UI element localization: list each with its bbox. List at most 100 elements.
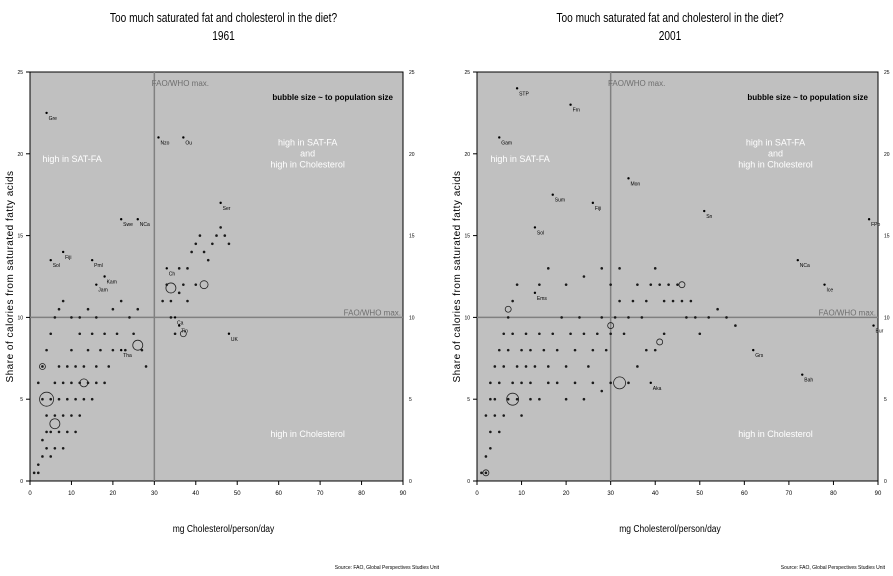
- data-point: [582, 397, 586, 401]
- data-point: [61, 299, 65, 303]
- data-point: [582, 275, 586, 278]
- data-point: [53, 414, 57, 417]
- y-tick-label-right: 25: [884, 70, 890, 76]
- point-label: Sol: [53, 263, 60, 269]
- y-tick-label-right: 0: [884, 479, 887, 485]
- data-point: [618, 267, 621, 270]
- data-point: [41, 438, 44, 442]
- data-point: [198, 234, 202, 237]
- x-tick-label: 50: [696, 491, 703, 497]
- y-tick-label-right: 0: [409, 479, 412, 485]
- data-point: [90, 397, 94, 401]
- point-label: NCa: [140, 222, 150, 228]
- point-label: Sol: [537, 230, 544, 236]
- labeled-data-point: [703, 209, 706, 213]
- y-tick-label: 20: [464, 152, 470, 158]
- data-point: [627, 381, 630, 385]
- data-point: [57, 397, 61, 401]
- labeled-data-point: [90, 258, 94, 262]
- data-point: [45, 348, 48, 352]
- upper-left-annotation: high in SAT-FA: [42, 154, 101, 164]
- x-tick-label: 30: [151, 491, 158, 497]
- labeled-data-point: [823, 283, 826, 286]
- data-point: [111, 348, 115, 352]
- y-tick-label: 25: [464, 70, 470, 76]
- data-point: [57, 307, 61, 311]
- labeled-data-point: [533, 226, 537, 229]
- x-tick-label: 80: [358, 491, 365, 497]
- upper-right-annotation: high in SAT-FA: [746, 138, 805, 148]
- data-point: [564, 397, 568, 401]
- data-point: [645, 348, 648, 352]
- point-label: Grs: [755, 353, 764, 359]
- data-point: [564, 365, 568, 368]
- upper-right-annotation: and: [300, 149, 315, 159]
- data-point: [596, 332, 599, 336]
- data-point: [66, 397, 69, 401]
- x-axis-label: mg Cholesterol/person/day: [172, 524, 275, 535]
- point-label: Fiji: [595, 206, 601, 212]
- data-point: [70, 316, 73, 319]
- population-bubble: [199, 280, 209, 290]
- x-tick-label: 20: [563, 491, 570, 497]
- data-point: [86, 307, 90, 311]
- y-tick-label: 25: [17, 70, 23, 76]
- population-bubble: [179, 330, 187, 338]
- plot-area: [476, 71, 879, 482]
- ref-x-label: FAO/WHO max.: [608, 79, 665, 88]
- labeled-data-point: [182, 136, 185, 139]
- data-point: [128, 316, 131, 319]
- labeled-data-point: [515, 87, 519, 90]
- data-point: [49, 332, 53, 336]
- source-note: Source: FAO, Global Perspectives Studies…: [780, 565, 885, 571]
- point-label: Ser: [223, 206, 231, 212]
- data-point: [107, 365, 111, 368]
- data-point: [546, 267, 550, 270]
- point-label: Mon: [630, 181, 640, 187]
- point-label: Ca: [177, 320, 184, 326]
- data-point: [227, 242, 231, 246]
- data-point: [538, 397, 541, 401]
- data-point: [622, 332, 626, 336]
- point-label: Kam: [107, 280, 117, 286]
- x-tick-label: 10: [68, 491, 75, 497]
- labeled-data-point: [627, 177, 630, 180]
- point-label: FPo: [871, 222, 880, 228]
- data-point: [190, 250, 193, 254]
- data-point: [74, 430, 77, 434]
- data-point: [529, 381, 532, 385]
- data-point: [497, 381, 501, 385]
- data-point: [497, 348, 501, 352]
- data-point: [511, 332, 514, 336]
- data-point: [219, 226, 222, 229]
- scatter-plot-2001: FAO/WHO max.FAO/WHO max.0 10 20 30 40 50 60 70 8…: [452, 70, 890, 497]
- y-tick-label: 5: [467, 397, 470, 403]
- data-point: [82, 365, 86, 368]
- data-point: [582, 332, 586, 336]
- x-tick-label: 60: [741, 491, 748, 497]
- data-point: [95, 365, 98, 368]
- data-point: [484, 455, 488, 458]
- x-tick-label: 30: [607, 491, 614, 497]
- data-point: [78, 332, 82, 336]
- data-point: [618, 299, 621, 303]
- plot-area: [29, 71, 404, 482]
- data-point: [578, 316, 581, 319]
- point-label: Frn: [573, 108, 581, 114]
- y-tick-label: 20: [17, 152, 23, 158]
- data-point: [32, 471, 36, 475]
- data-point: [45, 414, 48, 417]
- data-point: [555, 348, 559, 352]
- data-point: [41, 455, 44, 458]
- data-point: [497, 430, 501, 434]
- labeled-data-point: [569, 103, 572, 106]
- data-point: [515, 397, 519, 401]
- population-bubble: [678, 281, 686, 289]
- population-bubble: [49, 418, 61, 430]
- y-tick-label: 0: [20, 479, 23, 485]
- point-label: Pml: [94, 263, 103, 269]
- data-point: [645, 299, 648, 303]
- data-point: [538, 283, 541, 286]
- data-point: [36, 471, 40, 475]
- data-point: [542, 348, 546, 352]
